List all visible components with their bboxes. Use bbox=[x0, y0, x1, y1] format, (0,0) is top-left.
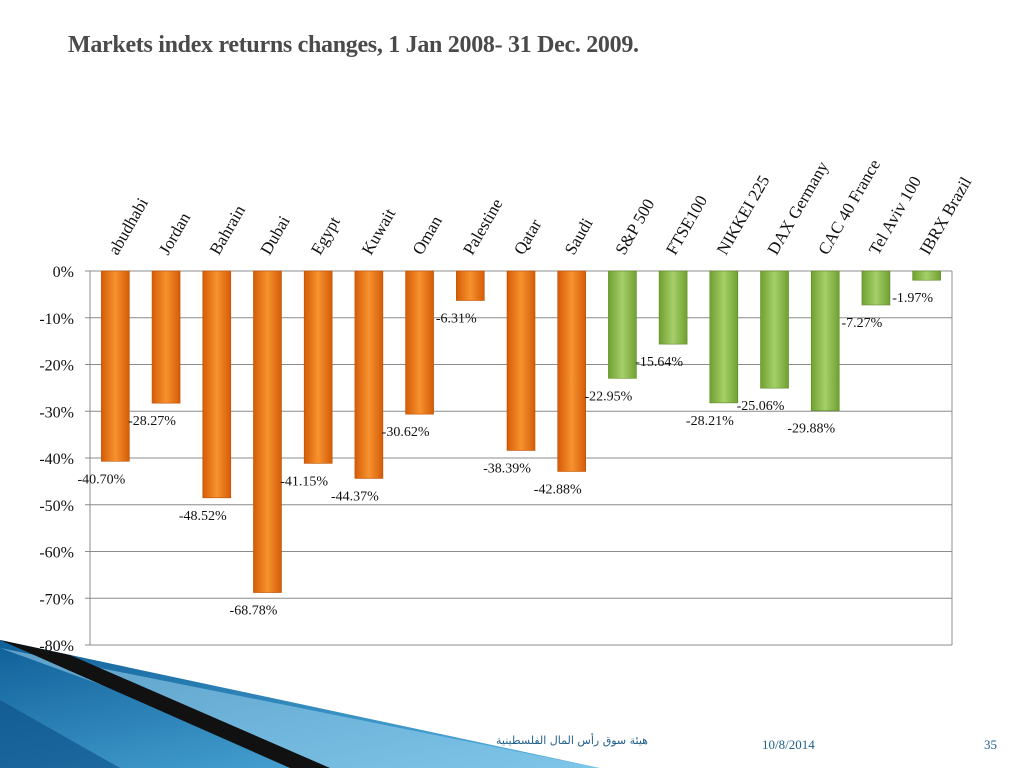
data-label: -48.52% bbox=[179, 509, 227, 524]
bar bbox=[455, 270, 485, 301]
category-label: IBRX Brazil bbox=[916, 173, 976, 258]
category-label: Egypt bbox=[307, 213, 344, 258]
bar bbox=[861, 270, 891, 306]
category-label: Jordan bbox=[155, 209, 194, 258]
chart-title: Markets index returns changes, 1 Jan 200… bbox=[68, 32, 639, 58]
bar bbox=[709, 270, 739, 404]
y-axis: 0% -10% -20% -30% -40% -50% -60% -70% -80% bbox=[39, 264, 953, 655]
data-label: -38.39% bbox=[483, 461, 531, 476]
data-label: -44.37% bbox=[331, 489, 379, 504]
bar bbox=[303, 270, 333, 464]
category-label: S&P 500 bbox=[611, 195, 658, 258]
bar bbox=[760, 270, 789, 389]
footer-organization: هيئة سوق رأس المال الفلسطينية bbox=[496, 734, 648, 747]
y-tick-label: -30% bbox=[39, 404, 74, 421]
y-tick-label: 0% bbox=[53, 264, 74, 281]
bar bbox=[810, 270, 840, 411]
bars bbox=[101, 270, 941, 593]
data-label: -68.78% bbox=[230, 604, 278, 619]
y-tick-label: -70% bbox=[39, 591, 74, 608]
y-tick-label: -80% bbox=[39, 638, 74, 655]
data-label: -6.31% bbox=[436, 311, 477, 326]
bar bbox=[506, 270, 536, 451]
bar bbox=[912, 270, 941, 281]
category-label: Bahrain bbox=[206, 201, 250, 258]
bar bbox=[101, 270, 130, 462]
y-tick-label: -40% bbox=[39, 451, 74, 468]
bar bbox=[354, 270, 384, 479]
bar bbox=[557, 270, 587, 472]
data-label: -28.21% bbox=[686, 414, 734, 429]
data-label: -29.88% bbox=[787, 422, 835, 437]
category-label: Tel Aviv 100 bbox=[865, 173, 925, 258]
bar bbox=[608, 270, 637, 379]
data-label: -40.70% bbox=[77, 472, 125, 487]
category-label: Palestine bbox=[459, 195, 506, 258]
category-label: Dubai bbox=[256, 212, 293, 258]
y-tick-label: -10% bbox=[39, 311, 74, 328]
bar bbox=[658, 270, 688, 345]
category-label: Qatar bbox=[510, 216, 545, 258]
data-label: -7.27% bbox=[842, 316, 883, 331]
bar bbox=[151, 270, 181, 404]
category-label: abudhabi bbox=[104, 194, 152, 258]
y-tick-label: -60% bbox=[39, 545, 74, 562]
data-label: -28.27% bbox=[128, 414, 176, 429]
data-label: -30.62% bbox=[382, 425, 430, 440]
bar bbox=[405, 270, 434, 415]
data-label: -41.15% bbox=[280, 474, 328, 489]
category-label: Kuwait bbox=[358, 205, 400, 258]
data-label: -15.64% bbox=[635, 355, 683, 370]
corner-decoration bbox=[0, 640, 600, 768]
data-label: -1.97% bbox=[892, 291, 933, 306]
y-tick-label: -20% bbox=[39, 358, 74, 375]
bar bbox=[202, 270, 232, 499]
category-label: FTSE100 bbox=[662, 192, 711, 258]
bar bbox=[253, 270, 282, 593]
category-label: Oman bbox=[409, 212, 446, 258]
y-tick-label: -50% bbox=[39, 498, 74, 515]
page-number: 35 bbox=[984, 737, 997, 752]
data-label: -25.06% bbox=[737, 399, 785, 414]
category-label: NIKKEI 225 bbox=[713, 172, 774, 258]
footer-date: 10/8/2014 bbox=[762, 737, 815, 752]
data-label: -42.88% bbox=[534, 482, 582, 497]
category-label: Saudi bbox=[561, 215, 597, 258]
data-label: -22.95% bbox=[584, 389, 632, 404]
value-labels: -40.70% -28.27% -48.52% -68.78% -41.15%-44.3… bbox=[77, 291, 933, 618]
category-labels: abudhabi Jordan Bahrain Dubai Egypt Kuwait Oma… bbox=[104, 156, 975, 258]
